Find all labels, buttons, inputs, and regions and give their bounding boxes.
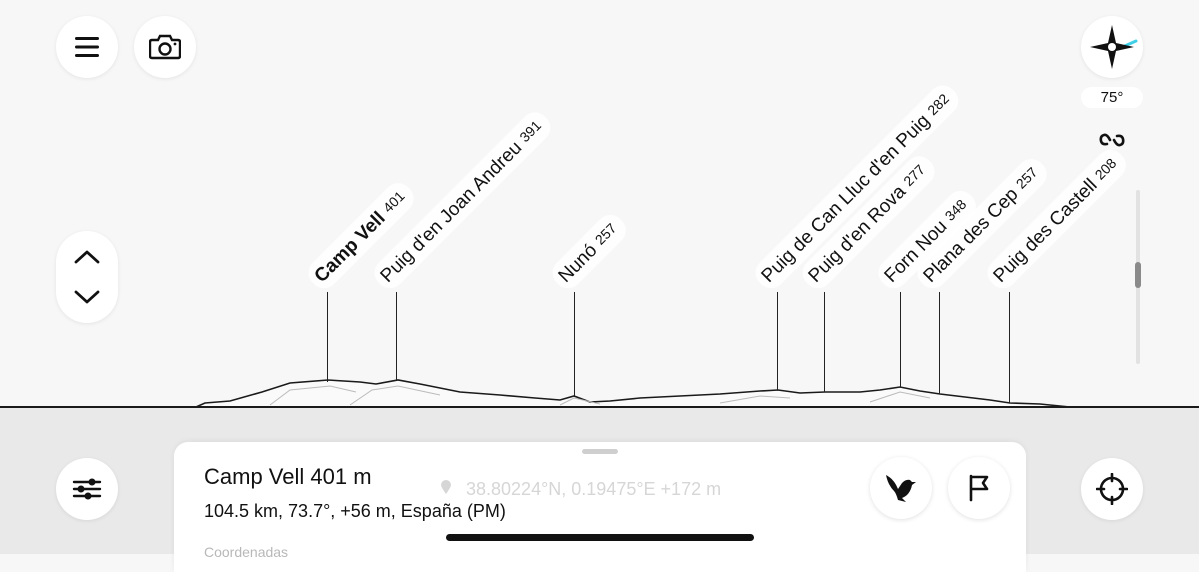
heading-badge: 75° [1081,87,1143,108]
chevron-up-icon [74,250,100,264]
compass-button[interactable] [1081,16,1143,78]
camera-icon [149,34,181,60]
peak-marker-line [900,292,901,387]
peak-marker-line [396,292,397,380]
flag-button[interactable] [948,457,1010,519]
sheet-section-label: Coordenadas [204,544,289,560]
terrain-ridge-shading [269,385,931,406]
locate-button[interactable] [1081,458,1143,520]
chevron-down-icon [74,290,100,304]
peak-marker-line [327,292,328,382]
bird-button[interactable] [870,457,932,519]
zoom-scrollbar-thumb[interactable] [1135,262,1141,288]
peak-marker-line [824,292,825,392]
peak-info-sheet[interactable]: 38.80224°N, 0.19475°E +172 m Camp Vell 4… [174,442,1026,572]
filters-button[interactable] [56,458,118,520]
tilt-up-button[interactable] [56,234,118,280]
sheet-coordinates: 38.80224°N, 0.19475°E +172 m [440,479,721,500]
menu-button[interactable] [56,16,118,78]
bird-icon [886,475,916,502]
peak-marker-line [777,292,778,390]
sheet-grabber[interactable] [582,449,618,454]
flag-icon [969,474,989,502]
terrain-silhouette [195,379,1071,407]
home-indicator[interactable] [446,534,754,541]
sheet-subtitle: 104.5 km, 73.7°, +56 m, España (PM) [204,501,506,521]
peak-marker-line [939,292,940,394]
crosshair-icon [1096,473,1128,505]
sheet-title: Camp Vell 401 m [204,464,372,489]
camera-button[interactable] [134,16,196,78]
hamburger-menu-icon [75,37,99,57]
tilt-control [56,231,118,323]
sliders-icon [72,478,102,500]
terrain-profile [195,379,1071,407]
peak-marker-line [1009,292,1010,403]
link-icon[interactable] [1099,131,1125,149]
compass-icon [1090,25,1138,69]
horizon-line [0,406,1199,408]
tilt-down-button[interactable] [56,274,118,320]
peak-marker-line [574,292,575,396]
location-pin-icon [440,479,452,500]
